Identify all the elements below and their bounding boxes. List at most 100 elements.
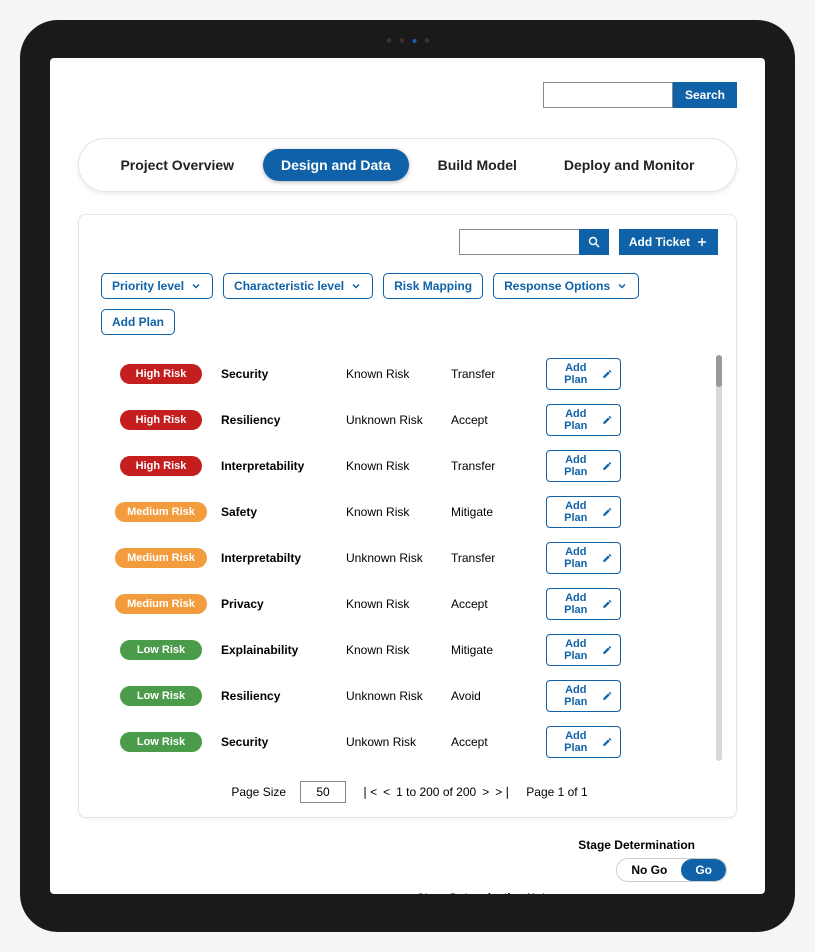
pencil-icon xyxy=(602,644,612,656)
priority-badge: Medium Risk xyxy=(115,502,207,522)
scrollbar-track[interactable] xyxy=(716,355,722,761)
page-size-input[interactable] xyxy=(300,781,346,803)
response-cell: Accept xyxy=(451,735,546,749)
table-row: High Risk ResiliencyUnknown RiskAcceptAdd… xyxy=(101,397,718,443)
response-cell: Transfer xyxy=(451,367,546,381)
filter-add-plan[interactable]: Add Plan xyxy=(101,309,175,335)
add-plan-button[interactable]: Add Plan xyxy=(546,450,621,482)
add-plan-label: Add Plan xyxy=(555,546,597,570)
page-range-text: 1 to 200 of 200 xyxy=(396,785,476,799)
add-plan-button[interactable]: Add Plan xyxy=(546,404,621,436)
table-row: Medium RiskSafetyKnown RiskMitigateAdd P… xyxy=(101,489,718,535)
add-plan-button[interactable]: Add Plan xyxy=(546,726,621,758)
response-cell: Mitigate xyxy=(451,643,546,657)
scrollbar-thumb[interactable] xyxy=(716,355,722,387)
pencil-icon xyxy=(602,368,612,380)
add-plan-button[interactable]: Add Plan xyxy=(546,496,621,528)
top-search-button[interactable]: Search xyxy=(673,82,737,108)
response-cell: Accept xyxy=(451,413,546,427)
response-cell: Mitigate xyxy=(451,505,546,519)
priority-badge: High Risk xyxy=(120,410,202,430)
panel-toolbar: Add Ticket xyxy=(101,229,718,255)
last-page-button[interactable]: >❘ xyxy=(495,785,512,799)
chevron-down-icon xyxy=(350,280,362,292)
filter-risk-mapping[interactable]: Risk Mapping xyxy=(383,273,483,299)
priority-badge: High Risk xyxy=(120,456,202,476)
pencil-icon xyxy=(602,414,612,426)
panel-search xyxy=(459,229,609,255)
filter-characteristic-level[interactable]: Characteristic level xyxy=(223,273,373,299)
stage-determination-section: Stage Determination No Go Go Stage Deter… xyxy=(78,838,737,894)
risk-table: High RiskSecurityKnown RiskTransferAdd P… xyxy=(101,351,718,765)
table-row: Medium Risk PrivacyKnown RiskAcceptAdd Pl… xyxy=(101,581,718,627)
characteristic-cell: Resiliency xyxy=(221,413,346,427)
chevron-down-icon xyxy=(616,280,628,292)
priority-badge: Low Risk xyxy=(120,732,202,752)
prev-page-button[interactable]: < xyxy=(383,785,390,799)
risk-mapping-cell: Unknown Risk xyxy=(346,413,451,427)
risk-mapping-cell: Unknown Risk xyxy=(346,551,451,565)
tab-build-model[interactable]: Build Model xyxy=(420,149,535,181)
characteristic-cell: Security xyxy=(221,367,346,381)
add-plan-button[interactable]: Add Plan xyxy=(546,588,621,620)
next-page-button[interactable]: > xyxy=(482,785,489,799)
risk-mapping-cell: Known Risk xyxy=(346,597,451,611)
table-row: Low RiskExplainabilityKnown RiskMitigate… xyxy=(101,627,718,673)
panel-search-input[interactable] xyxy=(459,229,579,255)
risk-mapping-cell: Unknown Risk xyxy=(346,689,451,703)
pencil-icon xyxy=(602,736,612,748)
risk-mapping-cell: Known Risk xyxy=(346,367,451,381)
pencil-icon xyxy=(602,506,612,518)
tab-deploy-and-monitor[interactable]: Deploy and Monitor xyxy=(546,149,713,181)
notes-area: Stage Determination Notes xyxy=(417,892,727,894)
table-row: Low RiskSecurityUnkown RiskAcceptAdd Pla… xyxy=(101,719,718,765)
response-cell: Transfer xyxy=(451,459,546,473)
add-plan-button[interactable]: Add Plan xyxy=(546,634,621,666)
response-cell: Accept xyxy=(451,597,546,611)
tab-project-overview[interactable]: Project Overview xyxy=(102,149,252,181)
add-plan-label: Add Plan xyxy=(555,500,597,524)
pagination: Page Size ❘< < 1 to 200 of 200 > >❘ Page… xyxy=(101,781,718,803)
app-screen: Search Project Overview Design and Data Bu… xyxy=(50,58,765,894)
plus-icon xyxy=(696,236,708,248)
top-search-input[interactable] xyxy=(543,82,673,108)
filter-response-options[interactable]: Response Options xyxy=(493,273,639,299)
table-row: Medium RiskInterpretabiltyUnknown RiskTr… xyxy=(101,535,718,581)
search-icon xyxy=(588,236,600,248)
priority-badge: High Risk xyxy=(120,364,202,384)
characteristic-cell: Privacy xyxy=(221,597,346,611)
add-plan-button[interactable]: Add Plan xyxy=(546,358,621,390)
response-cell: Avoid xyxy=(451,689,546,703)
risk-mapping-cell: Known Risk xyxy=(346,505,451,519)
table-row: High Risk SecurityKnown RiskTransferAdd P… xyxy=(101,351,718,397)
filter-risk-mapping-label: Risk Mapping xyxy=(394,279,472,293)
characteristic-cell: Interpretability xyxy=(221,459,346,473)
add-plan-button[interactable]: Add Plan xyxy=(546,542,621,574)
filter-priority-level[interactable]: Priority level xyxy=(101,273,213,299)
priority-badge: Medium Risk xyxy=(115,548,207,568)
add-ticket-button[interactable]: Add Ticket xyxy=(619,229,718,255)
stage-toggle: No Go Go xyxy=(616,858,727,882)
page-nav: ❘< < 1 to 200 of 200 > >❘ xyxy=(360,785,512,799)
filter-response-options-label: Response Options xyxy=(504,279,610,293)
add-plan-button[interactable]: Add Plan xyxy=(546,680,621,712)
tab-design-and-data[interactable]: Design and Data xyxy=(263,149,409,181)
stage-determination-title: Stage Determination xyxy=(578,838,695,852)
tablet-frame: Search Project Overview Design and Data Bu… xyxy=(20,20,795,932)
add-plan-label: Add Plan xyxy=(555,638,597,662)
toggle-go[interactable]: Go xyxy=(681,859,726,881)
priority-badge: Medium Risk xyxy=(115,594,207,614)
toggle-no-go[interactable]: No Go xyxy=(617,859,681,881)
risk-mapping-cell: Unkown Risk xyxy=(346,735,451,749)
top-search-bar: Search xyxy=(78,82,737,108)
risk-mapping-cell: Known Risk xyxy=(346,459,451,473)
pencil-icon xyxy=(602,552,612,564)
priority-badge: Low Risk xyxy=(120,640,202,660)
panel-search-button[interactable] xyxy=(579,229,609,255)
pencil-icon xyxy=(602,690,612,702)
add-ticket-label: Add Ticket xyxy=(629,235,690,249)
page-indicator: Page 1 of 1 xyxy=(526,785,587,799)
characteristic-cell: Explainability xyxy=(221,643,346,657)
first-page-button[interactable]: ❘< xyxy=(360,785,377,799)
characteristic-cell: Resiliency xyxy=(221,689,346,703)
